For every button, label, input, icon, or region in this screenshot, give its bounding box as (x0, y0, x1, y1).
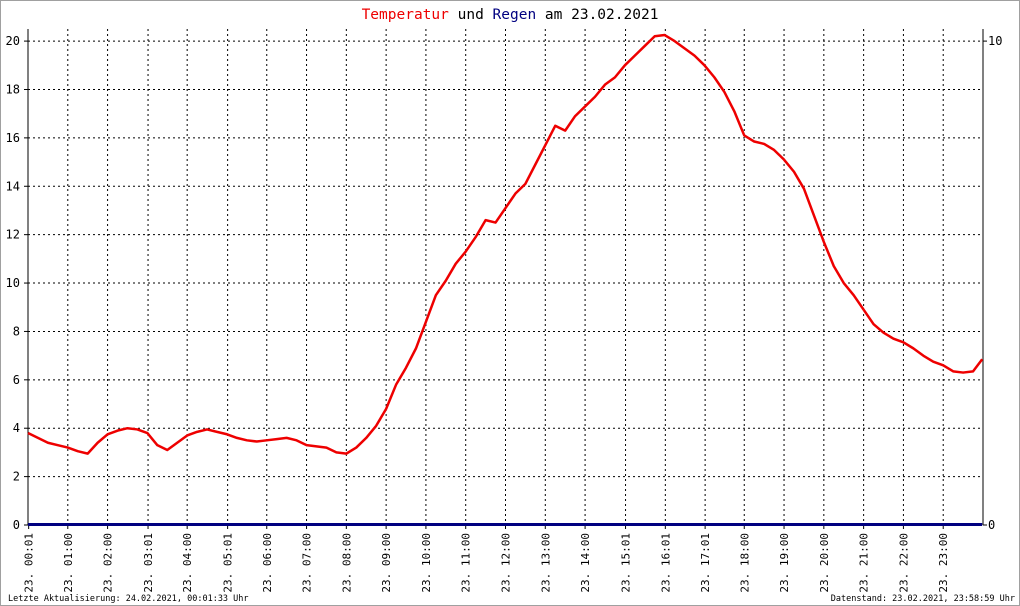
y-tick-label-left: 16 (6, 131, 20, 145)
x-tick-label: 23. 20:00 (818, 533, 831, 593)
y-tick-label-left: 12 (6, 228, 20, 242)
x-tick-label: 23. 09:00 (380, 533, 393, 593)
y-axis-right: 0 10 (983, 34, 1002, 532)
x-tick-label: 23. 21:00 (858, 533, 871, 593)
title-und: und (449, 7, 493, 23)
x-tick-label: 23. 18:00 (738, 533, 751, 593)
series-line-temperatur (27, 33, 984, 455)
y-tick-label-left: 18 (6, 82, 20, 96)
y-tick-label-left: 8 (13, 324, 20, 338)
y-tick-label-left: 20 (6, 34, 20, 48)
x-tick-label: 23. 12:00 (500, 533, 513, 593)
y-tick-label-right: 0 (988, 518, 995, 532)
x-tick-label: 23. 15:01 (620, 533, 633, 593)
footer-data-state: Datenstand: 23.02.2021, 23:58:59 Uhr (831, 594, 1015, 604)
x-tick-label: 23. 22:00 (897, 533, 910, 593)
x-tick-label: 23. 17:01 (699, 533, 712, 593)
x-tick-label: 23. 11:00 (460, 533, 473, 593)
y-tick-label-left: 14 (6, 179, 20, 193)
x-tick-label: 23. 14:00 (579, 533, 592, 593)
x-tick-label: 23. 10:00 (420, 533, 433, 593)
y-tick-label-right: 10 (988, 34, 1002, 48)
y-tick-label-left: 2 (13, 470, 20, 484)
footer-last-update: Letzte Aktualisierung: 24.02.2021, 00:01… (8, 594, 249, 604)
title-regen: Regen (493, 7, 537, 23)
x-tick-label: 23. 16:01 (659, 533, 672, 593)
x-tick-label: 23. 00:01 (23, 533, 36, 593)
x-tick-label: 23. 08:00 (340, 533, 353, 593)
x-tick-label: 23. 03:01 (142, 533, 155, 593)
title-temperatur: Temperatur (362, 7, 450, 23)
y-tick-label-left: 10 (6, 276, 20, 290)
x-tick-label: 23. 13:00 (539, 533, 552, 593)
x-axis: 23. 00:01 23. 01:00 23. 02:00 23. 03:01 23. … (23, 525, 950, 593)
y-tick-label-left: 0 (13, 518, 20, 532)
y-tick-label-left: 6 (13, 373, 20, 387)
x-tick-label: 23. 04:00 (181, 533, 194, 593)
grid-lines (27, 29, 984, 525)
x-tick-label: 23. 06:00 (261, 533, 274, 593)
y-tick-label-left: 4 (13, 421, 20, 435)
x-tick-label: 23. 07:00 (301, 533, 314, 593)
x-tick-label: 23. 05:01 (222, 533, 235, 593)
x-tick-label: 23. 19:00 (778, 533, 791, 593)
title-date: am 23.02.2021 (536, 7, 658, 23)
x-tick-label: 23. 23:00 (937, 533, 950, 593)
x-tick-label: 23. 02:00 (102, 533, 115, 593)
y-axis-left: 0 2 4 6 8 10 12 14 16 18 20 (6, 34, 28, 532)
chart-title: Temperatur und Regen am 23.02.2021 (362, 7, 659, 23)
series-group (27, 33, 984, 526)
x-tick-label: 23. 01:00 (62, 533, 75, 593)
